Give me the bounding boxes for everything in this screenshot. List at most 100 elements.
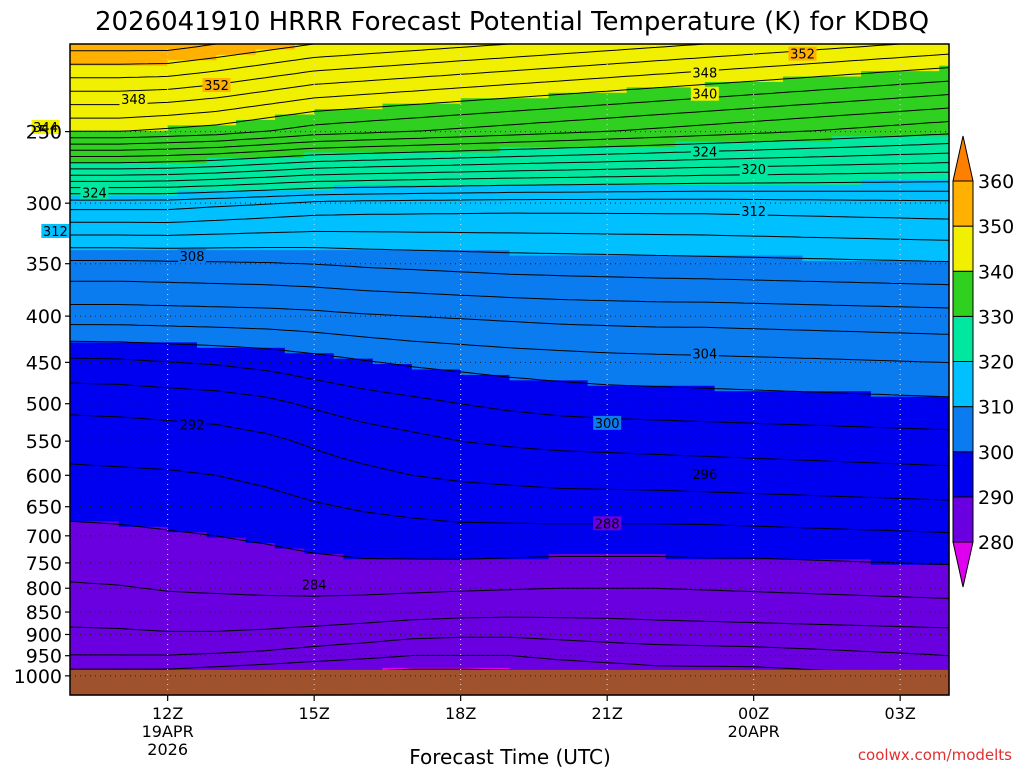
theta-cell — [284, 76, 296, 83]
theta-cell — [568, 60, 579, 67]
theta-cell — [626, 65, 638, 72]
theta-cell — [450, 261, 462, 268]
theta-cell — [450, 141, 462, 148]
theta-cell — [489, 98, 501, 105]
theta-cell — [226, 336, 237, 343]
theta-cell — [900, 54, 911, 61]
theta-cell — [870, 244, 882, 251]
theta-cell — [402, 60, 413, 67]
theta-cell — [128, 326, 139, 333]
theta-cell — [323, 71, 335, 78]
theta-cell — [177, 136, 188, 143]
theta-cell — [538, 157, 550, 164]
theta-cell — [304, 65, 315, 72]
theta-cell — [392, 217, 403, 224]
theta-cell — [900, 223, 911, 230]
theta-cell — [343, 152, 354, 159]
theta-cell — [99, 163, 110, 170]
theta-cell — [265, 223, 276, 230]
theta-cell — [607, 130, 618, 137]
theta-cell — [685, 65, 696, 72]
theta-cell — [245, 147, 257, 154]
theta-cell — [236, 157, 247, 164]
theta-cell — [558, 336, 569, 343]
theta-cell — [939, 298, 950, 305]
theta-cell — [802, 185, 813, 192]
theta-cell — [880, 250, 891, 257]
theta-cell — [704, 244, 716, 251]
theta-cell — [314, 342, 325, 349]
theta-cell — [587, 239, 598, 246]
theta-cell — [460, 163, 472, 170]
theta-cell — [822, 54, 833, 61]
theta-cell — [89, 60, 100, 67]
theta-cell — [597, 239, 608, 246]
theta-cell — [99, 136, 110, 143]
theta-cell — [734, 304, 745, 311]
theta-cell — [841, 163, 852, 170]
theta-cell — [431, 125, 442, 132]
theta-cell — [177, 266, 188, 273]
theta-cell — [79, 136, 91, 143]
theta-cell — [109, 87, 120, 94]
theta-cell — [128, 282, 139, 289]
theta-cell — [861, 125, 872, 132]
theta-cell — [724, 233, 735, 240]
theta-cell — [607, 288, 618, 295]
theta-cell — [734, 282, 745, 289]
theta-cell — [118, 76, 130, 83]
theta-cell — [402, 125, 413, 132]
theta-cell — [450, 109, 462, 116]
theta-cell — [665, 49, 677, 56]
theta-cell — [411, 250, 423, 257]
theta-cell — [353, 152, 364, 159]
theta-cell — [294, 304, 305, 311]
theta-cell — [382, 92, 393, 99]
theta-cell — [568, 190, 579, 197]
theta-cell — [509, 315, 520, 322]
theta-cell — [743, 315, 755, 322]
theta-cell — [529, 331, 540, 338]
theta-cell — [939, 163, 950, 170]
theta-cell — [275, 157, 286, 164]
theta-cell — [890, 44, 901, 51]
theta-cell — [275, 342, 286, 349]
theta-cell — [597, 168, 608, 175]
theta-cell — [529, 103, 540, 110]
theta-cell — [851, 288, 862, 295]
theta-cell — [529, 60, 540, 67]
theta-cell — [861, 201, 872, 208]
theta-cell — [870, 206, 882, 213]
theta-cell — [665, 239, 677, 246]
theta-cell — [714, 271, 725, 278]
theta-cell — [890, 239, 901, 246]
theta-cell — [597, 147, 608, 154]
theta-cell — [411, 239, 423, 246]
theta-cell — [265, 250, 276, 257]
theta-cell — [900, 60, 911, 67]
theta-cell — [177, 271, 188, 278]
theta-cell — [929, 71, 940, 78]
theta-cell — [275, 114, 286, 121]
theta-cell — [782, 277, 794, 284]
theta-cell — [255, 114, 266, 121]
theta-cell — [392, 157, 403, 164]
theta-cell — [607, 98, 618, 105]
theta-cell — [402, 81, 413, 88]
theta-cell — [489, 65, 501, 72]
theta-cell — [109, 282, 120, 289]
theta-cell — [656, 250, 667, 257]
theta-cell — [333, 217, 345, 224]
theta-cell — [314, 98, 325, 105]
theta-cell — [450, 266, 462, 273]
theta-cell — [909, 277, 921, 284]
theta-cell — [743, 233, 755, 240]
theta-cell — [216, 266, 227, 273]
theta-cell — [148, 315, 159, 322]
theta-cell — [763, 320, 774, 327]
theta-cell — [665, 282, 677, 289]
theta-cell — [812, 206, 823, 213]
theta-cell — [431, 87, 442, 94]
theta-cell — [587, 98, 598, 105]
theta-cell — [314, 114, 325, 121]
